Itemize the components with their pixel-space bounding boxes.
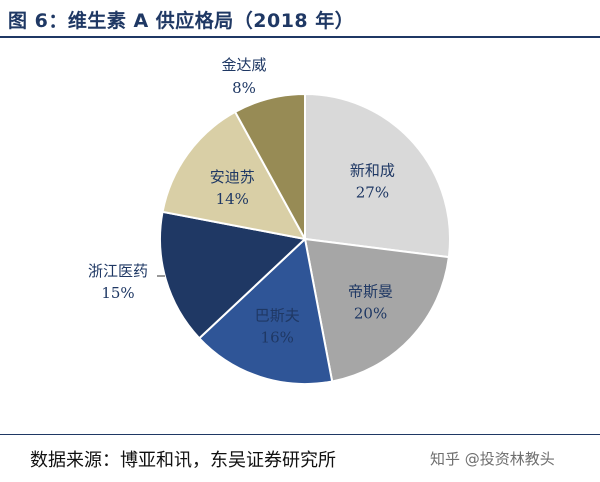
slice-value-label: 27% — [356, 184, 389, 202]
pie-slice — [303, 237, 450, 383]
slice-value-label: 15% — [101, 284, 134, 302]
slice-value-label: 14% — [216, 190, 249, 208]
slice-label: 浙江医药 — [88, 262, 148, 280]
pie-slice — [304, 92, 451, 259]
slice-label: 金达威 — [221, 56, 266, 74]
pie-chart: 新和成 27% 帝斯曼 20% 巴斯夫 16% 浙江医药 15% 安迪苏 14% 金达威 8% — [88, 56, 451, 385]
pie-labels: 新和成 27% 帝斯曼 20% 巴斯夫 16% 浙江医药 15% 安迪苏 14% 金达威 8% — [88, 56, 395, 346]
slice-value-label: 8% — [232, 79, 256, 97]
slice-label: 新和成 — [350, 162, 395, 180]
slice-label: 安迪苏 — [210, 168, 255, 186]
title-divider — [0, 36, 600, 38]
chart-title: 图 6：维生素 A 供应格局（2018 年） — [8, 10, 355, 32]
slice-value-label: 16% — [261, 328, 294, 346]
pie-slice — [159, 210, 308, 340]
slice-label: 巴斯夫 — [255, 306, 300, 324]
pie-slice — [197, 237, 334, 385]
slice-label: 帝斯曼 — [348, 283, 393, 301]
pie-slices — [159, 92, 451, 385]
watermark: 知乎 @投资林教头 — [430, 450, 555, 468]
pie-slice — [161, 110, 307, 241]
data-source: 数据来源：博亚和讯，东吴证券研究所 — [30, 450, 336, 471]
pie-slice — [233, 92, 306, 240]
slice-value-label: 20% — [354, 305, 387, 323]
footer-divider — [0, 434, 600, 435]
